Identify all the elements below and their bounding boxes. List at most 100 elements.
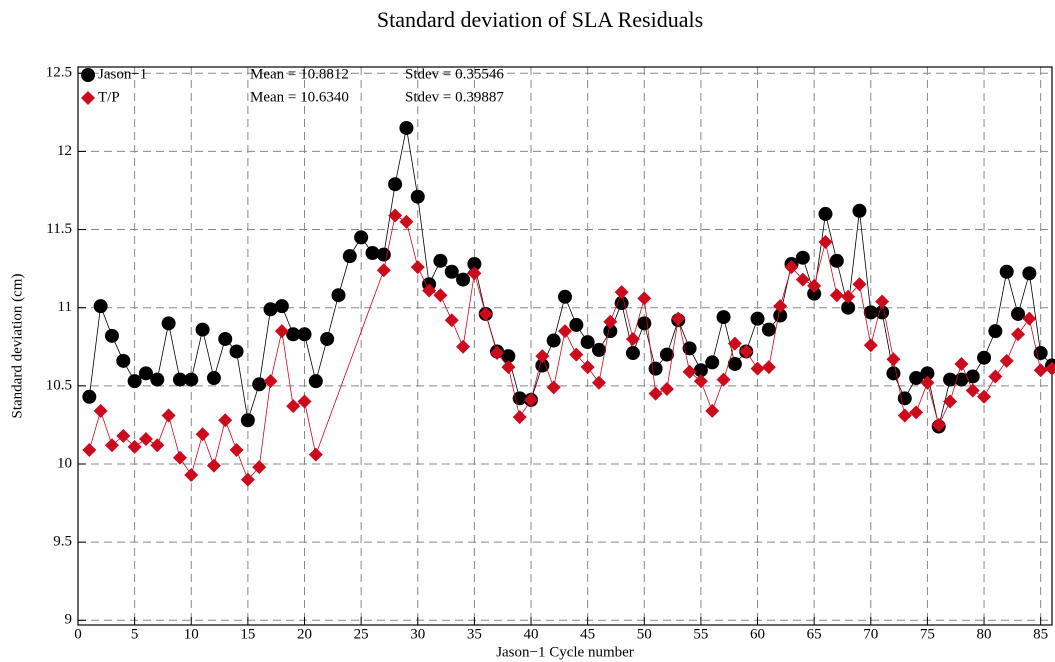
data-point <box>138 432 153 446</box>
data-point <box>795 272 810 287</box>
data-point <box>184 372 199 387</box>
data-point <box>342 249 357 264</box>
data-point <box>252 460 267 475</box>
data-point <box>116 353 131 368</box>
x-tick-label: 50 <box>637 626 652 642</box>
data-point <box>852 203 867 218</box>
annotation: Mean = 10.8812 <box>250 66 349 82</box>
x-tick-label: 70 <box>863 626 878 642</box>
legend-marker <box>81 91 95 105</box>
data-point <box>591 342 606 357</box>
data-point <box>274 324 289 339</box>
x-tick-label: 85 <box>1033 626 1048 642</box>
data-point <box>716 372 731 387</box>
data-point <box>354 230 369 245</box>
data-point <box>818 235 833 250</box>
data-point <box>376 247 391 262</box>
data-point <box>308 447 323 462</box>
data-point <box>773 299 788 314</box>
data-point <box>1033 346 1048 361</box>
data-point <box>659 381 674 396</box>
x-tick-label: 40 <box>524 626 539 642</box>
data-point <box>172 372 187 387</box>
data-point <box>490 346 505 361</box>
data-point <box>218 413 233 428</box>
data-point <box>603 314 618 329</box>
annotation: Mean = 10.6340 <box>250 89 349 105</box>
legend-marker <box>81 68 95 82</box>
data-point <box>943 372 958 387</box>
data-point <box>229 344 244 359</box>
x-tick-label: 0 <box>74 626 82 642</box>
data-point <box>308 374 323 389</box>
data-point <box>761 322 776 337</box>
data-point <box>829 253 844 268</box>
data-point <box>263 302 278 317</box>
data-point <box>1011 327 1026 342</box>
y-tick-label: 9 <box>65 612 73 628</box>
data-point <box>875 294 890 309</box>
data-point <box>977 350 992 365</box>
x-tick-label: 60 <box>750 626 765 642</box>
data-point <box>252 377 267 392</box>
data-point <box>943 394 958 409</box>
data-point <box>93 299 108 314</box>
data-point <box>682 364 697 379</box>
data-point <box>705 355 720 370</box>
data-point <box>558 324 572 339</box>
data-point <box>727 356 742 371</box>
data-point <box>965 383 980 398</box>
data-point <box>444 264 459 279</box>
data-point <box>727 336 742 351</box>
y-tick-label: 12 <box>57 143 72 159</box>
data-point <box>546 380 561 395</box>
data-point <box>886 352 901 367</box>
data-point <box>648 361 663 376</box>
data-point <box>761 360 776 375</box>
data-point <box>138 366 153 381</box>
y-axis-label: Standard deviation (cm) <box>9 274 25 419</box>
annotation: Stdev = 0.35546 <box>405 66 504 82</box>
x-tick-label: 5 <box>131 626 139 642</box>
data-point <box>773 308 788 323</box>
x-tick-label: 55 <box>693 626 708 642</box>
y-tick-label: 12.5 <box>46 65 72 81</box>
data-point <box>297 327 312 342</box>
x-tick-label: 30 <box>410 626 425 642</box>
data-point <box>965 369 980 384</box>
data-point <box>614 285 629 300</box>
data-point <box>467 266 482 281</box>
data-point <box>320 331 335 346</box>
data-point <box>546 333 561 348</box>
data-point <box>286 399 301 414</box>
x-tick-label: 10 <box>184 626 199 642</box>
data-point <box>297 394 312 409</box>
x-tick-label: 15 <box>240 626 255 642</box>
data-point <box>433 288 448 303</box>
data-point <box>784 260 799 275</box>
data-point <box>365 246 380 260</box>
x-axis-label: Jason−1 Cycle number <box>496 644 634 660</box>
annotation: Stdev = 0.39887 <box>405 89 504 105</box>
data-point <box>863 305 878 320</box>
x-tick-label: 45 <box>580 626 595 642</box>
data-point <box>569 317 584 332</box>
data-point <box>841 300 856 315</box>
x-tick-label: 25 <box>354 626 369 642</box>
data-point <box>1045 361 1055 376</box>
data-point <box>807 286 822 301</box>
data-point <box>116 428 131 443</box>
data-point <box>693 363 708 378</box>
x-tick-label: 75 <box>920 626 935 642</box>
data-point <box>716 310 731 325</box>
data-point <box>739 344 754 359</box>
y-tick-label: 10.5 <box>46 377 72 393</box>
legend-label: Jason−1 <box>98 66 147 82</box>
data-point <box>399 120 414 135</box>
x-tick-label: 80 <box>977 626 992 642</box>
plot-frame <box>77 66 1053 626</box>
data-point <box>637 291 652 306</box>
data-point <box>456 272 471 287</box>
data-point <box>161 408 176 423</box>
data-point <box>331 288 346 303</box>
